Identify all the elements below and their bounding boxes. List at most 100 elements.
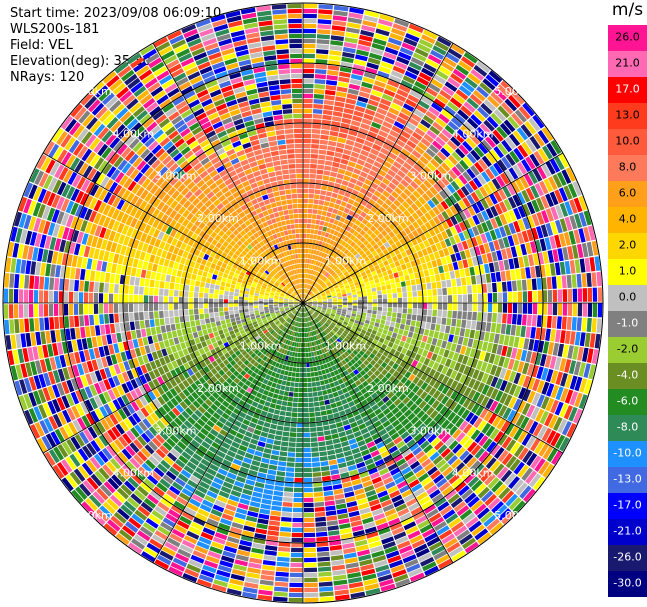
velocity-gate [198,536,212,545]
velocity-gate [565,167,576,182]
velocity-gate [476,86,489,98]
velocity-gate [578,394,588,410]
velocity-gate [337,321,343,325]
velocity-gate [502,303,508,313]
velocity-gate [336,278,342,283]
velocity-gate [349,156,358,163]
velocity-gate [261,569,275,576]
velocity-gate [304,332,307,338]
velocity-gate [307,290,310,295]
velocity-gate [365,222,373,229]
velocity-gate [164,541,179,552]
velocity-gate [196,342,203,350]
velocity-gate [358,250,365,256]
velocity-gate [179,544,194,554]
velocity-gate [347,161,356,168]
velocity-gate [300,343,303,348]
velocity-gate [466,320,472,329]
velocity-gate [299,312,301,317]
velocity-gate [379,323,385,329]
velocity-gate [325,85,337,91]
velocity-gate [332,307,337,310]
velocity-gate [377,294,383,299]
velocity-gate [383,339,390,346]
velocity-gate [364,526,377,534]
velocity-gate [332,161,340,168]
velocity-gate [349,270,355,276]
velocity-gate [546,142,558,157]
velocity-gate [281,348,286,354]
velocity-gate [271,449,280,456]
velocity-gate [421,67,435,78]
velocity-gate [569,260,576,274]
velocity-gate [320,311,326,314]
velocity-gate [462,311,467,320]
velocity-gate [366,174,375,182]
velocity-gate [312,297,317,300]
velocity-gate [363,113,374,121]
velocity-gate [342,278,347,283]
velocity-gate [231,424,240,432]
velocity-gate [349,318,355,323]
velocity-gate [249,501,261,508]
velocity-gate [308,291,312,296]
velocity-gate [343,219,350,225]
velocity-gate [567,303,573,316]
velocity-gate [293,362,297,367]
velocity-gate [352,530,365,537]
velocity-gate [307,303,313,305]
velocity-gate [352,303,358,306]
velocity-gate [370,366,377,373]
velocity-gate [523,338,530,350]
velocity-gate [267,391,274,398]
velocity-gate [294,311,298,315]
velocity-gate [446,388,454,398]
velocity-gate [423,269,430,277]
velocity-gate [586,272,592,287]
velocity-gate [497,313,502,323]
velocity-gate [482,438,493,450]
velocity-gate [294,387,299,393]
velocity-gate [306,268,309,274]
velocity-gate [271,371,277,377]
velocity-gate [583,226,591,242]
velocity-gate [379,578,394,587]
velocity-gate [523,173,534,187]
velocity-gate [512,359,520,372]
velocity-gate [186,502,199,512]
velocity-gate [402,292,408,298]
velocity-gate [332,187,340,194]
velocity-gate [292,320,295,326]
velocity-gate [524,418,534,432]
velocity-gate [151,509,165,521]
velocity-gate [311,351,315,357]
velocity-gate [306,306,310,310]
velocity-gate [447,121,459,132]
velocity-gate [387,238,395,246]
velocity-gate [279,531,291,537]
velocity-gate [222,400,230,408]
velocity-gate [541,163,552,178]
velocity-gate [477,158,488,170]
velocity-gate [319,289,324,293]
velocity-gate [480,102,493,115]
velocity-gate [333,334,338,340]
velocity-gate [366,356,373,363]
velocity-gate [353,184,362,192]
velocity-gate [181,539,196,549]
velocity-gate [380,214,387,222]
velocity-gate [222,550,236,559]
velocity-gate [258,376,265,383]
velocity-gate [427,466,438,476]
velocity-gate [208,486,220,495]
velocity-gate [169,533,183,543]
velocity-gate [522,389,531,402]
velocity-gate [364,178,373,186]
velocity-gate [303,412,309,418]
velocity-gate [501,511,515,525]
velocity-gate [420,556,435,567]
velocity-gate [428,359,435,368]
velocity-gate [293,497,303,503]
velocity-gate [297,307,301,311]
velocity-gate [293,310,297,315]
